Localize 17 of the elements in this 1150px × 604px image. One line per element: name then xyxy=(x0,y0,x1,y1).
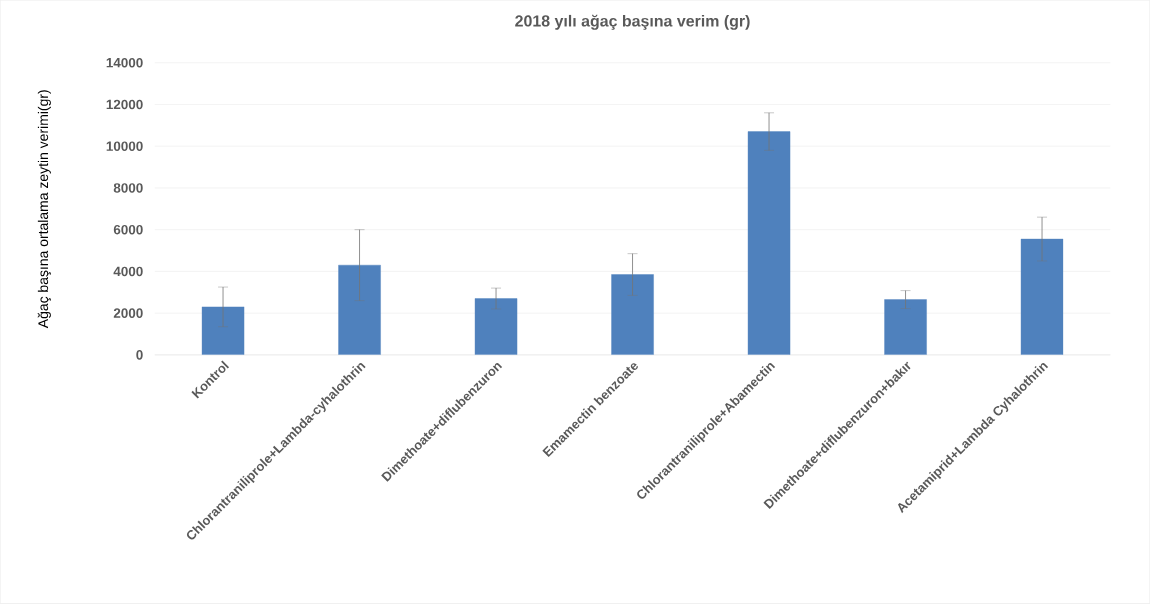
bar xyxy=(474,298,518,356)
bar xyxy=(338,265,381,356)
y-tick-label: 14000 xyxy=(106,58,143,68)
y-axis-title: Ağaç başına ortalama zeytin verimi(gr) xyxy=(37,90,51,329)
y-tick-label: 0 xyxy=(136,350,143,360)
bar xyxy=(1020,238,1064,356)
y-tick-label: 8000 xyxy=(113,183,143,193)
y-tick-label: 10000 xyxy=(106,141,143,152)
y-tick-label: 6000 xyxy=(113,225,143,235)
y-tick-label: 2000 xyxy=(113,308,143,319)
y-tick-label: 4000 xyxy=(113,266,143,277)
chart-title: 2018 yılı ağaç başına verim (gr) xyxy=(515,14,750,30)
bar xyxy=(201,306,245,356)
bar xyxy=(611,274,654,356)
y-tick-label: 12000 xyxy=(106,99,143,110)
bar xyxy=(884,299,927,356)
bar xyxy=(747,131,791,356)
